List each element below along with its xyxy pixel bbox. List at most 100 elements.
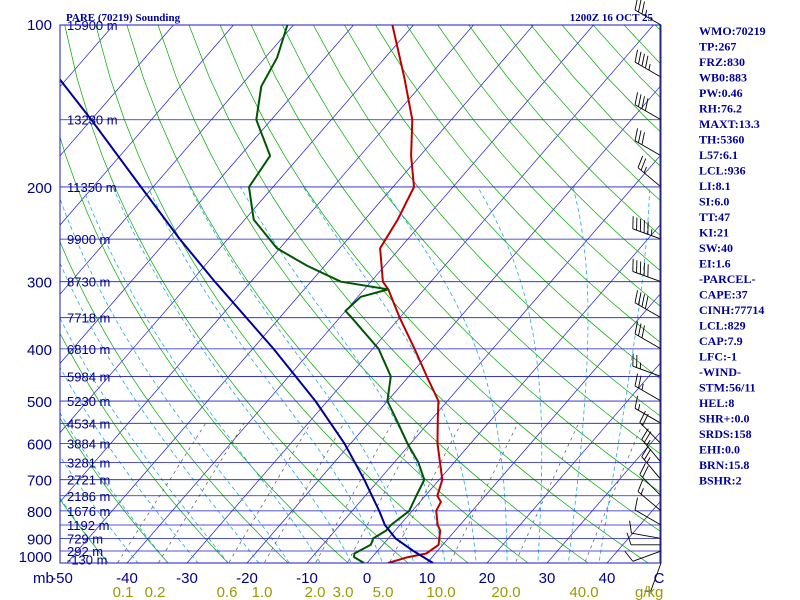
wind-barb-half-feather <box>644 9 648 17</box>
wind-barb-feather <box>644 98 649 111</box>
wind-barb-half-feather <box>638 404 641 411</box>
wind-barb <box>639 410 662 444</box>
wind-barb-staff <box>632 550 662 562</box>
dry-adiabat-line <box>468 25 660 236</box>
stat-line: CAPE:37 <box>699 288 748 302</box>
pressure-tick-label: 600 <box>27 437 52 454</box>
wind-barb-staff <box>639 422 662 444</box>
stat-line: BSHR:2 <box>699 474 742 488</box>
isotherm-line <box>426 293 660 563</box>
wind-barb-half-feather <box>640 488 644 495</box>
isotherm-line <box>486 362 660 563</box>
wind-barb-staff <box>632 271 662 283</box>
dry-adiabat-line <box>219 25 660 532</box>
stat-line: WB0:883 <box>699 71 747 85</box>
pressure-tick-label: 200 <box>27 180 52 197</box>
height-label: 11350 m <box>67 180 117 195</box>
stat-line: SHR+:0.0 <box>699 412 750 426</box>
stat-line: KI:21 <box>699 226 729 240</box>
wind-barb <box>632 353 662 377</box>
temperature-profile <box>379 25 444 563</box>
wind-barb-feather <box>638 94 642 107</box>
moist-adiabat-line <box>60 262 260 563</box>
pressure-tick-label: 400 <box>27 342 52 359</box>
moist-adiabat-line <box>60 497 109 563</box>
wind-barb-feather <box>638 130 642 143</box>
stat-line: SRDS:158 <box>699 427 752 441</box>
temperature-tick-label: 30 <box>539 570 556 587</box>
mixing-ratio-line <box>157 423 245 563</box>
temperature-tick-label: 40 <box>599 570 616 587</box>
wind-barb <box>637 155 662 188</box>
mixing-ratio-label: 20.0 <box>491 584 520 600</box>
temperature-tick-label: 10 <box>419 570 436 587</box>
wind-barb-staff <box>634 407 662 424</box>
mixing-ratio-label: 2.0 <box>305 584 326 600</box>
mixing-ratio-label: 5.0 <box>373 584 394 600</box>
moist-adiabat-line <box>60 366 199 563</box>
wind-barb-feather <box>624 551 634 562</box>
wind-barb <box>634 373 662 402</box>
stat-line: TP:267 <box>699 40 736 54</box>
pressure-tick-label: 700 <box>27 473 52 490</box>
mixing-ratio-label: 3.0 <box>333 584 354 600</box>
wind-barb-feather <box>639 463 646 475</box>
wind-barb <box>634 128 662 157</box>
isotherm-line <box>60 25 474 503</box>
dry-adiabat-line <box>561 25 660 132</box>
wind-barb-feather <box>634 497 638 511</box>
stat-line: PW:0.46 <box>699 86 743 100</box>
moist-adiabat-line <box>60 455 139 563</box>
stat-line: CINH:77714 <box>699 303 764 317</box>
wind-barb-feather <box>641 132 645 145</box>
wind-barb <box>624 550 662 562</box>
wind-barb-staff <box>641 439 662 463</box>
dry-adiabat-line <box>312 25 660 417</box>
wind-barb-feather <box>634 321 638 334</box>
wind-barb-feather <box>638 0 642 13</box>
stat-line: LI:8.1 <box>699 179 731 193</box>
wind-barb <box>634 497 662 526</box>
stat-line: L57:6.1 <box>699 148 738 162</box>
moist-adiabat-line <box>382 186 508 563</box>
dry-adiabat-line <box>592 25 660 98</box>
wind-barb-staff <box>634 9 662 26</box>
dry-adiabat-line <box>60 241 289 563</box>
wind-barb-feather <box>638 51 642 65</box>
mixing-ratio-line <box>228 423 311 563</box>
stat-line: LCL:829 <box>699 319 746 333</box>
wind-barb-half-feather <box>646 439 651 446</box>
temperature-unit-label: C <box>654 570 665 587</box>
stat-line: RH:76.2 <box>699 102 742 116</box>
height-label: -130 m <box>67 552 107 567</box>
wind-barb-staff <box>631 532 662 539</box>
wind-barb-staff <box>634 61 662 78</box>
pressure-tick-label: 300 <box>27 275 52 292</box>
wind-barb-feather <box>638 323 642 336</box>
wind-barb-feather <box>634 92 638 105</box>
height-label: 7718 m <box>67 311 110 326</box>
dry-adiabat-line <box>126 25 529 563</box>
temperature-tick-label: 0 <box>363 570 371 587</box>
mixing-ratio-line <box>514 423 579 563</box>
pressure-tick-label: 500 <box>27 394 52 411</box>
mixing-ratio-label: 0.2 <box>145 584 166 600</box>
height-label: 292 m <box>67 544 103 559</box>
stat-line: TH:5360 <box>699 133 744 147</box>
mixing-ratio-line <box>117 423 206 563</box>
stat-line: SI:6.0 <box>699 195 729 209</box>
wind-barb <box>637 479 662 512</box>
dry-adiabat-line <box>406 25 660 307</box>
stat-line: EI:1.6 <box>699 257 731 271</box>
wind-barb-staff <box>634 385 662 402</box>
pressure-tick-label: 1000 <box>19 549 52 566</box>
moist-adiabat-line <box>239 186 446 563</box>
isotherm-line <box>126 25 594 563</box>
dry-adiabat-line <box>780 25 800 574</box>
wind-barb <box>634 92 662 121</box>
height-label: 13230 m <box>67 113 118 128</box>
wind-barb-feather <box>641 53 645 67</box>
wind-barb-feather <box>629 520 632 534</box>
wind-barb-feather <box>641 96 645 109</box>
